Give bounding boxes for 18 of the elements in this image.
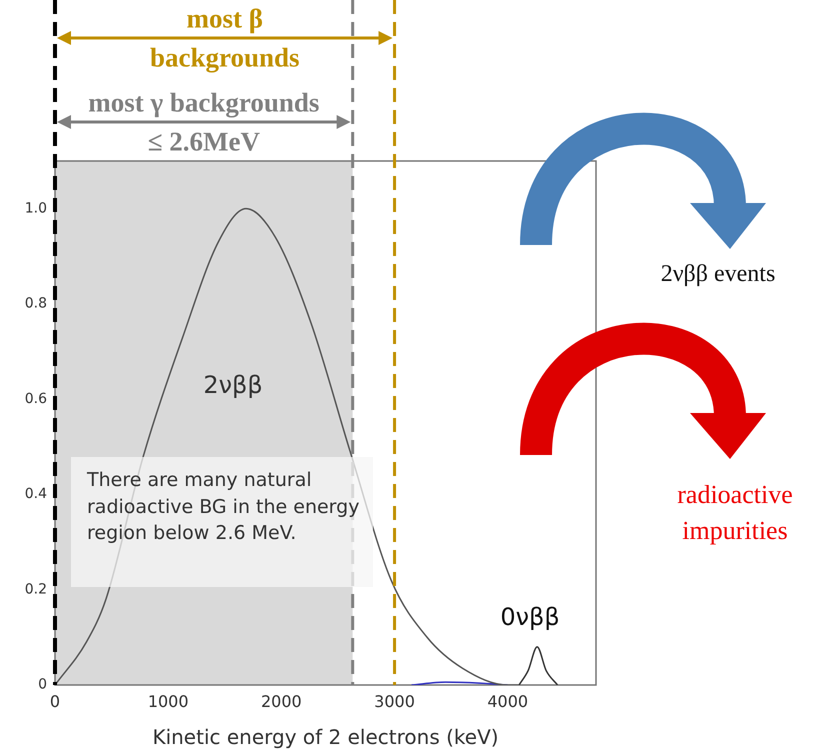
x-axis-title: Kinetic energy of 2 electrons (keV) <box>152 725 499 750</box>
annotation: 0νββ <box>499 602 561 633</box>
ref-line-label: most β backgrounds <box>150 3 300 72</box>
x-tick-label: 1000 <box>148 692 189 711</box>
text: 2νββ events <box>660 260 776 289</box>
y-tick-label: 0.2 <box>24 581 47 598</box>
x-tick-label: 2000 <box>261 692 302 711</box>
y-tick-label: 0.6 <box>24 390 48 407</box>
y-tick-label: 0.4 <box>24 486 48 502</box>
y-tick-label: 1.0 <box>24 200 47 216</box>
x-tick-label: 3000 <box>374 692 415 711</box>
ref-line-label: most γ backgrounds ≤ 2.6MeV <box>88 87 320 156</box>
x-tick-label: 4000 <box>487 692 528 711</box>
x-tick-label: 0 <box>50 692 60 711</box>
text: radioactive impurities <box>676 479 794 548</box>
y-tick-label: 0.8 <box>24 296 47 312</box>
y-tick-label: 0 <box>38 676 47 693</box>
annotation: 2νββ <box>202 370 264 401</box>
